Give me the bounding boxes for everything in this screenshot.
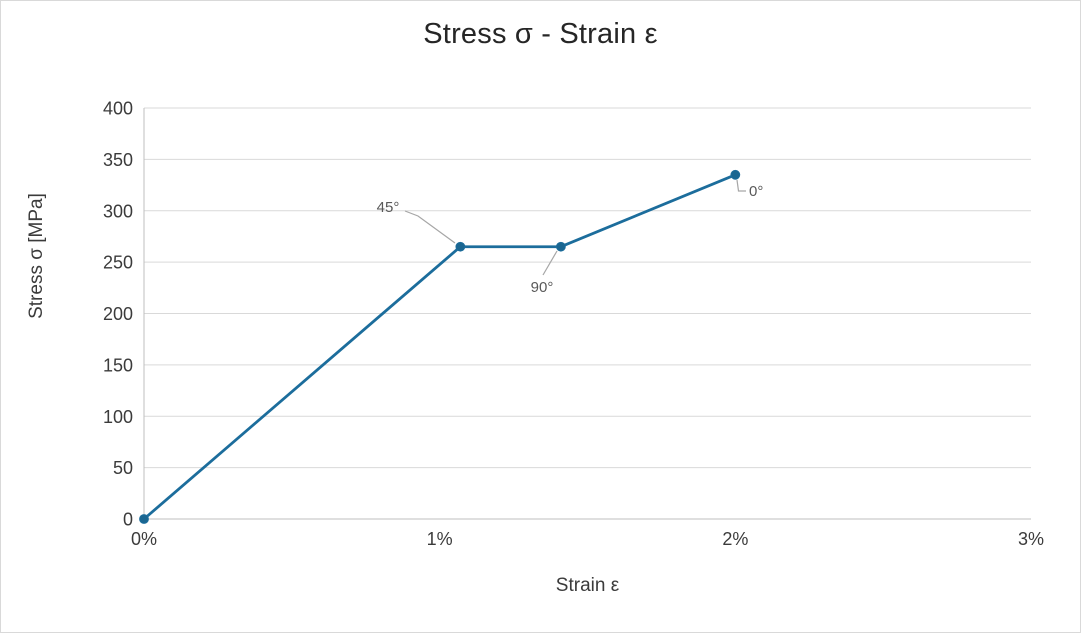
data-point-marker	[139, 514, 149, 524]
x-axis-title: Strain ε	[555, 575, 620, 596]
y-tick-label: 350	[103, 150, 133, 170]
y-tick-label: 0	[123, 510, 133, 530]
y-tick-label: 100	[103, 407, 133, 427]
chart-title: Stress σ - Strain ε	[423, 18, 658, 50]
y-tick-label: 400	[103, 99, 133, 119]
annotation-leader-line	[736, 179, 746, 192]
y-tick-label: 150	[103, 355, 133, 375]
data-point-label: 90°	[531, 279, 554, 296]
y-tick-label: 50	[113, 458, 133, 478]
data-point-label: 45°	[377, 199, 400, 216]
x-tick-label: 0%	[131, 529, 157, 549]
y-tick-label: 250	[103, 253, 133, 273]
data-point-marker	[555, 241, 566, 252]
data-point-marker	[455, 241, 466, 252]
annotation-leader-line	[404, 210, 456, 244]
x-tick-label: 2%	[722, 529, 748, 549]
annotation-leader-line	[542, 250, 558, 276]
x-tick-label: 3%	[1018, 529, 1044, 549]
y-tick-label: 200	[103, 304, 133, 324]
data-point-label: 0°	[749, 183, 763, 200]
x-tick-label: 1%	[427, 529, 453, 549]
y-tick-label: 300	[103, 201, 133, 221]
series-line	[142, 173, 737, 521]
data-point-marker	[730, 169, 741, 180]
